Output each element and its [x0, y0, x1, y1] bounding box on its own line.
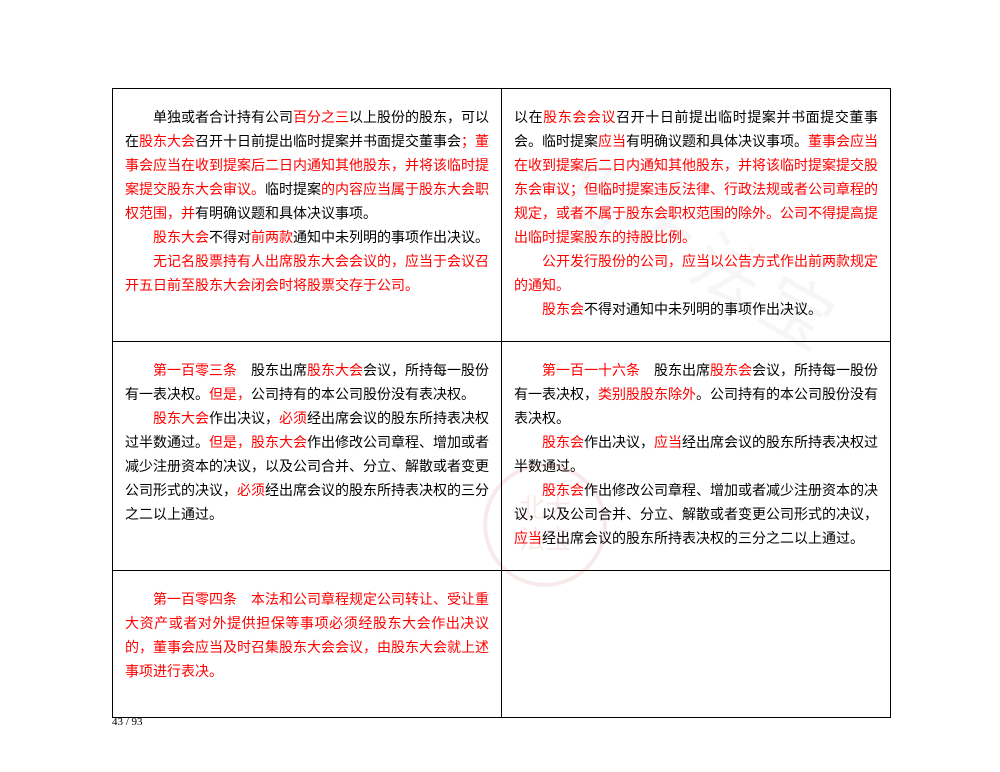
- text-red: 股东会: [542, 436, 584, 451]
- text-red: 应当: [598, 135, 626, 150]
- table-row: 第一百零四条 本法和公司章程规定公司转让、受让重大资产或者对外提供担保等事项必须…: [113, 571, 891, 718]
- text-red: 股东大会: [307, 364, 363, 379]
- para: 第一百零四条 本法和公司章程规定公司转让、受让重大资产或者对外提供担保等事项必须…: [125, 589, 489, 685]
- article-number: 第一百一十六条: [542, 364, 640, 379]
- text: 单独或者合计持有公司: [153, 111, 293, 126]
- text-red: 但是，: [209, 388, 251, 403]
- article-number: 第一百零四条 本法和公司章程规定公司转让、受让重大资产或者对外提供担保等事项必须…: [125, 593, 489, 680]
- page: 北大法宝 单独或者合计持有公司百分之三以上股份的股东，可以在股东大会召开十日前提…: [0, 0, 1000, 772]
- cell-left-2: 第一百零三条 股东出席股东大会会议，所持每一股份有一表决权。但是，公司持有的本公…: [113, 342, 502, 571]
- text-red: 股东会会议: [543, 111, 616, 126]
- text-red: 股东大会: [139, 135, 195, 150]
- cell-left-1: 单独或者合计持有公司百分之三以上股份的股东，可以在股东大会召开十日前提出临时提案…: [113, 89, 502, 342]
- text: 股东出席: [251, 364, 307, 379]
- page-number: 43 / 93: [112, 716, 143, 728]
- article-number: 第一百零三条: [153, 364, 237, 379]
- text-red: 公开发行股份的公司，应当以公告方式作出前两款规定的通知。: [514, 255, 878, 294]
- text-red: 类别股股东除外: [598, 388, 696, 403]
- text-red: 但是，股东大会: [209, 436, 307, 451]
- text: 不得对: [209, 231, 251, 246]
- comparison-table: 单独或者合计持有公司百分之三以上股份的股东，可以在股东大会召开十日前提出临时提案…: [112, 88, 891, 718]
- text: 召开十日前提出临时提案并书面提交董事会: [195, 135, 461, 150]
- table-row: 第一百零三条 股东出席股东大会会议，所持每一股份有一表决权。但是，公司持有的本公…: [113, 342, 891, 571]
- cell-right-1: 以在股东会会议召开十日前提出临时提案并书面提交董事会。临时提案应当有明确议题和具…: [502, 89, 891, 342]
- text: 通知中未列明的事项作出决议。: [293, 231, 489, 246]
- para: 以在股东会会议召开十日前提出临时提案并书面提交董事会。临时提案应当有明确议题和具…: [514, 107, 878, 251]
- text-red: 股东会: [542, 484, 584, 499]
- text: 作出决议，: [209, 412, 279, 427]
- text-red: 应当: [514, 532, 542, 547]
- text-red: 百分之三: [293, 111, 349, 126]
- text-red: 前两款: [251, 231, 293, 246]
- table-row: 单独或者合计持有公司百分之三以上股份的股东，可以在股东大会召开十日前提出临时提案…: [113, 89, 891, 342]
- para: 股东大会作出决议，必须经出席会议的股东所持表决权过半数通过。但是，股东大会作出修…: [125, 408, 489, 528]
- text-red: 股东大会: [153, 412, 209, 427]
- text-red: 必须: [279, 412, 307, 427]
- text-red: 无记名股票持有人出席股东大会会议的，应当于会议召开五日前至股东大会闭会时将股票交…: [125, 255, 489, 294]
- text-red: 应当: [654, 436, 682, 451]
- para: 股东会作出决议，应当经出席会议的股东所持表决权过半数通过。: [514, 432, 878, 480]
- text: 作出决议，: [584, 436, 654, 451]
- text-red: 必须: [237, 484, 265, 499]
- para: 股东会作出修改公司章程、增加或者减少注册资本的决议，以及公司合并、分立、解散或者…: [514, 480, 878, 552]
- text: [237, 364, 251, 379]
- cell-left-3: 第一百零四条 本法和公司章程规定公司转让、受让重大资产或者对外提供担保等事项必须…: [113, 571, 502, 718]
- para: 单独或者合计持有公司百分之三以上股份的股东，可以在股东大会召开十日前提出临时提案…: [125, 107, 489, 227]
- para: 股东会不得对通知中未列明的事项作出决议。: [514, 299, 878, 323]
- text: [640, 364, 654, 379]
- text-red: 股东会: [542, 303, 584, 318]
- text: 以在: [514, 111, 543, 126]
- text: 经出席会议的股东所持表决权的三分之二以上通过。: [542, 532, 864, 547]
- text-red: 股东大会: [153, 231, 209, 246]
- text: 临时提案: [265, 183, 321, 198]
- text: 不得对通知中未列明的事项作出决议。: [584, 303, 822, 318]
- text: 公司持有的本公司股份没有表决权。: [251, 388, 475, 403]
- para: 第一百零三条 股东出席股东大会会议，所持每一股份有一表决权。但是，公司持有的本公…: [125, 360, 489, 408]
- text-red: 董事会应当在收到提案后二日内通知其他股东，并将该临时提案提交股东会审议；但临时提…: [514, 135, 878, 246]
- cell-right-2: 第一百一十六条 股东出席股东会会议，所持每一股份有一表决权，类别股股东除外。公司…: [502, 342, 891, 571]
- para: 股东大会不得对前两款通知中未列明的事项作出决议。: [125, 227, 489, 251]
- cell-right-3: [502, 571, 891, 718]
- para: 公开发行股份的公司，应当以公告方式作出前两款规定的通知。: [514, 251, 878, 299]
- text: 有明确议题和具体决议事项。: [626, 135, 808, 150]
- text: 股东出席: [654, 364, 710, 379]
- para: 无记名股票持有人出席股东大会会议的，应当于会议召开五日前至股东大会闭会时将股票交…: [125, 251, 489, 299]
- para: 第一百一十六条 股东出席股东会会议，所持每一股份有一表决权，类别股股东除外。公司…: [514, 360, 878, 432]
- text: 有明确议题和具体决议事项。: [195, 207, 377, 222]
- text-red: 股东会: [710, 364, 752, 379]
